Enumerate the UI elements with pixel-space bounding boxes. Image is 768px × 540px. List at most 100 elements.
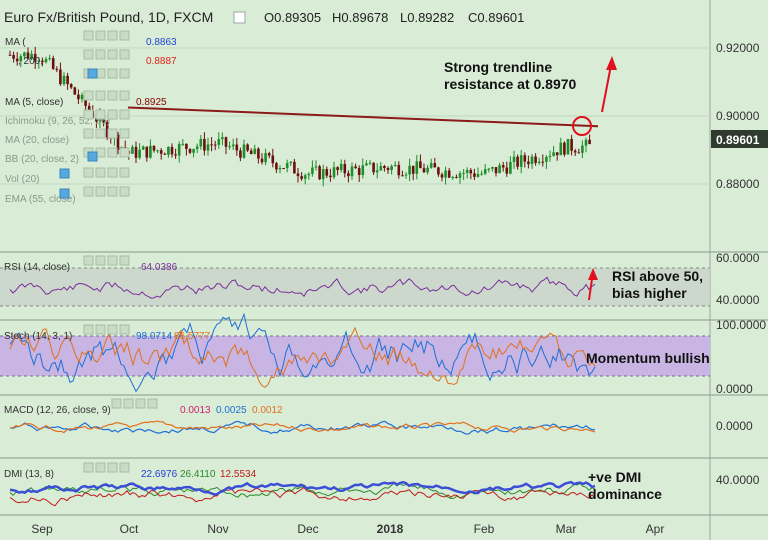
- dmi-value-plus: 26.4110: [180, 469, 216, 480]
- candle-body: [278, 168, 282, 170]
- header-eye-icon[interactable]: [233, 11, 246, 24]
- candle-body: [303, 175, 307, 179]
- candle-body: [318, 166, 321, 180]
- axis-tick-090: 0.90000: [716, 109, 760, 123]
- stoch-tick-0: 0.0000: [716, 382, 753, 396]
- legend-button: [119, 90, 130, 101]
- candle-body: [347, 173, 350, 177]
- legend-ma1-label: MA (: [5, 37, 26, 48]
- trendline-resistance: [127, 106, 599, 128]
- candle-body: [512, 156, 516, 162]
- legend-buttons[interactable]: [59, 30, 158, 473]
- candle-body: [307, 173, 311, 176]
- candle-body: [12, 54, 15, 59]
- macd-tick-0: 0.0000: [716, 419, 753, 433]
- candle-body: [275, 163, 278, 170]
- candle-body: [357, 168, 361, 176]
- candle-body: [264, 153, 267, 163]
- candle-body: [498, 165, 501, 174]
- dmi-value-adx: 22.6976: [141, 469, 178, 480]
- candle-body: [390, 166, 393, 171]
- candle-body: [257, 148, 260, 159]
- candle-body: [419, 161, 422, 169]
- candle-body: [159, 150, 163, 154]
- rsi-arrow-head: [588, 268, 598, 280]
- legend-button: [119, 167, 130, 178]
- candle-body: [444, 170, 447, 178]
- candle-body: [37, 60, 41, 62]
- candle-body: [408, 165, 411, 175]
- legend-settings-icon: [59, 168, 70, 179]
- candle-body: [239, 150, 242, 158]
- candle-body: [354, 166, 357, 169]
- time-axis-label: 2018: [377, 522, 404, 536]
- candle-body: [566, 138, 570, 155]
- legend-button: [95, 324, 106, 335]
- legend-button: [119, 147, 130, 158]
- candle-body: [523, 155, 527, 162]
- legend-button: [95, 90, 106, 101]
- legend-button: [95, 49, 106, 60]
- macd-signal-line: [9, 420, 596, 434]
- stoch-k-line: [9, 312, 596, 393]
- candle-body: [422, 168, 426, 173]
- legend-button: [107, 462, 118, 473]
- dmi-value-minus: 12.5534: [220, 469, 257, 480]
- legend-button: [95, 255, 106, 266]
- current-price-label: 0.89601: [716, 133, 760, 147]
- candle-body: [69, 84, 73, 88]
- candle-body: [156, 150, 159, 152]
- legend-button: [107, 30, 118, 41]
- candle-body: [397, 164, 401, 176]
- candle-body: [177, 143, 181, 156]
- stoch-value-k: 98.0714: [136, 331, 173, 342]
- candle-body: [199, 138, 203, 147]
- candle-body: [476, 173, 480, 177]
- candle-body: [15, 58, 19, 62]
- annotation-dmi-2: dominance: [588, 486, 662, 502]
- legend-button: [83, 128, 94, 139]
- candle-body: [480, 173, 483, 175]
- candle-body: [73, 87, 77, 95]
- header-open: O0.89305: [264, 10, 321, 25]
- candle-body: [577, 152, 581, 154]
- legend-button: [83, 30, 94, 41]
- candle-body: [77, 94, 80, 100]
- legend-ma3-value: 0.8925: [136, 97, 167, 108]
- breakout-circle: [572, 116, 592, 136]
- legend-button: [95, 186, 106, 197]
- candle-body: [437, 167, 440, 175]
- candle-body: [440, 174, 444, 178]
- dmi-label: DMI (13, 8): [4, 469, 54, 480]
- legend-button: [83, 324, 94, 335]
- candle-body: [221, 137, 224, 140]
- candle-body: [379, 166, 383, 171]
- legend-ichimoku: Ichimoku (9, 26, 52, 26): [5, 116, 110, 127]
- candle-body: [415, 161, 419, 174]
- legend-settings-icon: [87, 151, 98, 162]
- candle-body: [206, 144, 210, 151]
- legend-button: [107, 128, 118, 139]
- legend-button: [107, 255, 118, 266]
- candle-body: [19, 56, 23, 62]
- rsi-tick-60: 60.0000: [716, 251, 760, 265]
- candle-body: [41, 60, 44, 63]
- dmi-plus-line: [9, 482, 596, 500]
- candlesticks: [8, 46, 591, 187]
- candle-body: [282, 168, 285, 170]
- header-high: H0.89678: [332, 10, 388, 25]
- annotation-trendline-1: Strong trendline: [444, 59, 552, 75]
- rsi-label: RSI (14, close): [4, 262, 70, 273]
- candle-body: [494, 167, 498, 174]
- legend-ma3-label: MA (5, close): [5, 97, 63, 108]
- legend-button: [107, 167, 118, 178]
- legend-button: [95, 30, 106, 41]
- candle-body: [167, 146, 170, 155]
- rsi-band: [0, 268, 710, 306]
- candle-body: [267, 153, 271, 156]
- candle-body: [23, 52, 26, 57]
- candle-body: [509, 161, 512, 174]
- legend-button: [119, 324, 130, 335]
